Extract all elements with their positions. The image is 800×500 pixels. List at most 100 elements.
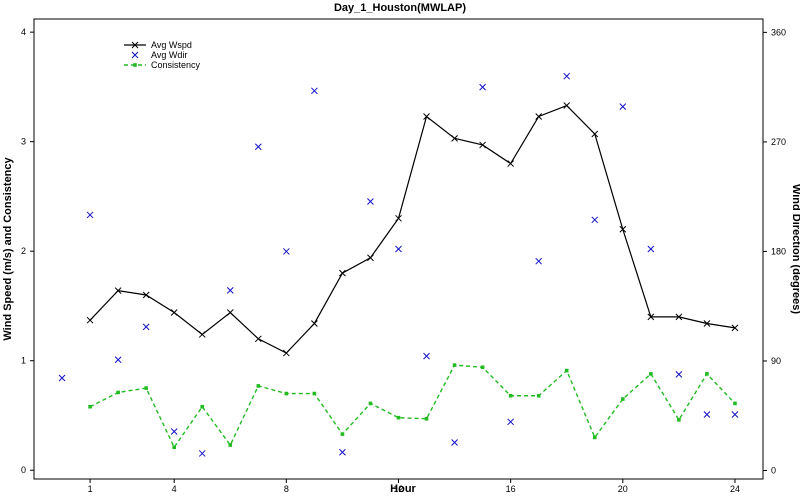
y-left-tick-label: 3 xyxy=(21,137,26,147)
y-left-tick-label: 0 xyxy=(21,465,26,475)
wspd-point xyxy=(591,130,599,138)
wdir-point xyxy=(58,374,66,382)
consistency-point xyxy=(228,443,233,447)
wspd-point xyxy=(619,225,627,233)
consistency-point xyxy=(144,386,148,390)
wdir-point xyxy=(451,439,458,446)
wdir-point xyxy=(282,248,290,255)
wdir-point xyxy=(703,411,711,418)
wspd-point xyxy=(114,287,122,294)
y-right-tick-label: 180 xyxy=(771,246,786,256)
wspd-point xyxy=(282,349,290,357)
wdir-point xyxy=(339,448,346,456)
y-axis-left-label: Wind Speed (m/s) and Consistency xyxy=(2,156,14,340)
x-tick-label: 16 xyxy=(506,484,516,494)
wspd-point xyxy=(198,331,206,338)
consistency-point xyxy=(508,393,513,398)
y-left-tick-label: 4 xyxy=(21,27,26,37)
wspd-point xyxy=(675,313,683,321)
consistency-point xyxy=(452,363,457,367)
wspd-point xyxy=(86,316,94,324)
consistency-point xyxy=(116,390,120,395)
y-right-tick-label: 360 xyxy=(771,27,786,37)
wdir-point xyxy=(226,287,234,294)
wspd-point xyxy=(647,313,655,321)
wspd-point xyxy=(170,309,178,316)
legend-marker-wdir xyxy=(131,51,139,59)
wdir-point xyxy=(86,211,94,219)
wdir-point xyxy=(479,83,486,91)
wspd-point xyxy=(451,135,458,142)
consistency-point xyxy=(480,365,485,370)
wdir-point xyxy=(198,450,206,457)
x-tick-label: 24 xyxy=(730,484,740,494)
consistency-point xyxy=(649,372,653,376)
wdir-point xyxy=(114,356,122,364)
wspd-point xyxy=(479,141,486,149)
consistency-point xyxy=(733,401,737,406)
x-tick-label: 8 xyxy=(284,484,289,494)
y-axis-right-label: Wind Direction (degrees) xyxy=(790,184,800,314)
wspd-point xyxy=(339,269,346,277)
consistency-point xyxy=(677,418,681,422)
legend-marker-consistency xyxy=(133,63,137,67)
x-tick-label: 1 xyxy=(88,484,93,494)
wspd-point xyxy=(535,113,543,120)
x-tick-label: 4 xyxy=(172,484,177,494)
consistency-point xyxy=(621,397,625,401)
wdir-point xyxy=(619,103,627,110)
consistency-point xyxy=(424,416,429,421)
wspd-point xyxy=(731,324,739,332)
legend-label: Avg Wspd xyxy=(151,40,192,50)
wdir-point xyxy=(254,143,262,151)
wspd-point xyxy=(563,102,571,109)
consistency-line xyxy=(89,364,736,449)
wspd-point xyxy=(254,335,262,343)
wdir-point xyxy=(423,352,430,360)
consistency-point xyxy=(200,404,205,409)
series-avg-wdir xyxy=(58,72,739,457)
wspd-point xyxy=(703,320,711,327)
consistency-point xyxy=(396,415,401,420)
legend-marker-wspd xyxy=(131,41,139,49)
wdir-point xyxy=(507,418,515,426)
wdir-point xyxy=(170,428,178,435)
y-right-tick-label: 0 xyxy=(771,465,776,475)
wdir-point xyxy=(395,245,402,253)
wspd-line xyxy=(89,104,736,354)
wdir-point xyxy=(142,323,150,331)
series-avg-wspd xyxy=(86,102,739,357)
consistency-point xyxy=(592,435,597,440)
series-consistency xyxy=(88,363,737,450)
consistency-point xyxy=(564,368,569,373)
consistency-point xyxy=(312,391,317,396)
legend-label: Consistency xyxy=(151,60,201,70)
x-tick-label: 20 xyxy=(618,484,628,494)
y-left-tick-label: 1 xyxy=(21,356,26,366)
legend-label: Avg Wdir xyxy=(151,50,187,60)
x-tick-label: 12 xyxy=(393,484,403,494)
wspd-point xyxy=(367,254,374,262)
consistency-point xyxy=(536,393,541,398)
wspd-point xyxy=(226,309,234,316)
x-axis-label: Hour xyxy=(390,483,416,495)
chart-title: Day_1_Houston(MWLAP) xyxy=(334,2,466,14)
consistency-point xyxy=(172,445,176,450)
y-right-tick-label: 90 xyxy=(771,356,781,366)
consistency-point xyxy=(88,404,92,409)
wspd-point xyxy=(507,160,515,167)
consistency-point xyxy=(340,432,345,436)
wdir-point xyxy=(675,370,683,378)
wspd-point xyxy=(395,214,402,222)
consistency-point xyxy=(284,391,289,396)
consistency-point xyxy=(368,401,373,406)
wdir-point xyxy=(647,245,655,253)
wspd-point xyxy=(311,320,318,327)
y-right-tick-label: 270 xyxy=(771,137,786,147)
consistency-point xyxy=(705,372,709,376)
wdir-point xyxy=(591,216,599,224)
wspd-point xyxy=(142,291,150,299)
consistency-point xyxy=(256,384,261,388)
